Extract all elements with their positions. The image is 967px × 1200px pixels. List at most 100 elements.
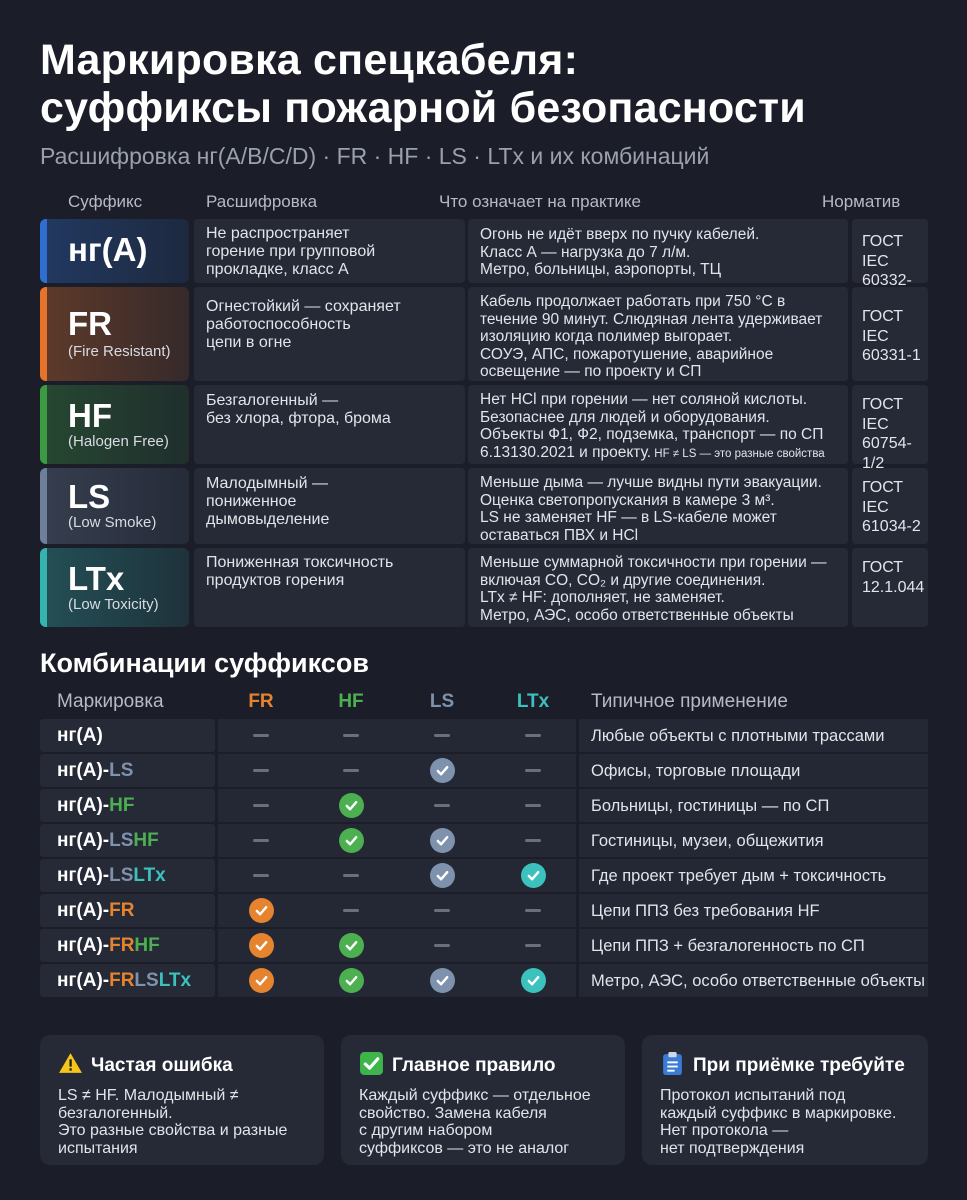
property-cells <box>218 929 576 962</box>
suffix-code: LTx <box>68 560 125 597</box>
color-bar <box>40 468 47 544</box>
marking-label: нг(A)-HF <box>57 795 135 816</box>
application-cell: Гостиницы, музеи, общежития <box>579 824 928 857</box>
dash-icon <box>525 944 541 947</box>
clipboard-icon <box>663 1052 682 1075</box>
suffix-cell: LS (Low Smoke) <box>40 468 189 544</box>
header-decoding: Расшифровка <box>206 192 318 211</box>
marking-cell: нг(A)-LSLTx <box>40 859 215 892</box>
practice-cell: Нет HCl при горении — нет соляной кислот… <box>468 385 848 464</box>
marking-cell: нг(A) <box>40 719 215 752</box>
practice-cell: Огонь не идёт вверх по пучку кабелей. Кла… <box>468 219 848 283</box>
card-main-rule: Главное правило Каждый суффикс — отдельн… <box>341 1035 625 1165</box>
combination-row: нг(A)-LSHF Гостиницы, музеи, общежития <box>40 824 928 857</box>
property-cells <box>218 859 576 892</box>
check-icon <box>249 898 274 923</box>
suffix-row: HF (Halogen Free) Безгалогенный — без хлора… <box>40 385 928 472</box>
decoding-cell: Безгалогенный — без хлора, фтора, брома <box>194 385 465 464</box>
dash-icon <box>525 839 541 842</box>
dash-icon <box>434 734 450 737</box>
combinations-title: Комбинации суффиксов <box>40 648 369 678</box>
check-icon <box>339 933 364 958</box>
suffix-row: LS (Low Smoke) Малодымный — пониженное дымов… <box>40 468 928 544</box>
combination-row: нг(A)-LS Офисы, торговые площади <box>40 754 928 787</box>
property-cells <box>218 754 576 787</box>
marking-label: нг(A)-FRLSLTx <box>57 970 192 991</box>
header-ltx: LTx <box>516 691 550 712</box>
application-cell: Любые объекты с плотными трассами <box>579 719 928 752</box>
combination-row: нг(A)-LSLTx Где проект требует дым + токс… <box>40 859 928 892</box>
header-standard: Норматив <box>822 192 901 211</box>
header-fr: FR <box>248 691 274 712</box>
dash-icon <box>343 734 359 737</box>
practice-cell: Меньше суммарной токсичности при горении… <box>468 548 848 627</box>
suffix-code: HF <box>68 397 112 434</box>
page-subtitle: Расшифровка нг(A/B/C/D) · FR · HF · LS ·… <box>40 143 710 169</box>
property-cells <box>218 894 576 927</box>
application-cell: Метро, АЭС, особо ответственные объекты <box>579 964 928 997</box>
header-practice: Что означает на практике <box>439 192 642 211</box>
suffix-row: LTx (Low Toxicity) Пониженная токсичность п… <box>40 548 928 627</box>
marking-cell: нг(A)-FR <box>40 894 215 927</box>
header: Маркировка спецкабеля: суффиксы пожарной… <box>40 36 930 170</box>
color-bar <box>40 219 47 283</box>
dash-icon <box>434 909 450 912</box>
check-icon <box>430 828 455 853</box>
property-cells <box>218 964 576 997</box>
dash-icon <box>343 909 359 912</box>
dash-icon <box>253 769 269 772</box>
standard-cell: ГОСТ IEC 60754-1/2 <box>852 385 928 472</box>
suffix-cell: HF (Halogen Free) <box>40 385 189 464</box>
suffix-table-header: Суффикс Расшифровка Что означает на прак… <box>40 190 930 214</box>
color-bar <box>40 287 47 381</box>
dash-icon <box>525 734 541 737</box>
header-suffix: Суффикс <box>68 192 143 211</box>
dash-icon <box>253 734 269 737</box>
page-title: Маркировка спецкабеля: суффиксы пожарной… <box>40 36 806 132</box>
suffix-code: нг(A) <box>68 231 148 268</box>
check-box-icon <box>360 1052 383 1075</box>
marking-label: нг(A)-FRHF <box>57 935 160 956</box>
check-icon <box>430 758 455 783</box>
marking-label: нг(A) <box>57 725 103 746</box>
card-acceptance: При приёмке требуйте Протокол испытаний … <box>642 1035 928 1165</box>
suffix-full-name: (Low Toxicity) <box>68 596 159 613</box>
card-text: Протокол испытаний под каждый суффикс в … <box>660 1087 897 1157</box>
suffix-cell: LTx (Low Toxicity) <box>40 548 189 627</box>
property-cells <box>218 824 576 857</box>
dash-icon <box>434 804 450 807</box>
practice-cell: Меньше дыма — лучше видны пути эвакуации… <box>468 468 848 544</box>
dash-icon <box>525 804 541 807</box>
dash-icon <box>343 769 359 772</box>
dash-icon <box>525 909 541 912</box>
header-marking: Маркировка <box>57 691 164 712</box>
marking-cell: нг(A)-FRLSLTx <box>40 964 215 997</box>
application-cell: Где проект требует дым + токсичность <box>579 859 928 892</box>
standard-cell: ГОСТ 12.1.044 <box>852 548 928 627</box>
check-icon <box>521 863 546 888</box>
marking-label: нг(A)-FR <box>57 900 135 921</box>
color-bar <box>40 385 47 464</box>
application-cell: Цепи ППЗ + безгалогенность по СП <box>579 929 928 962</box>
check-icon <box>339 968 364 993</box>
suffix-cell: нг(A) <box>40 219 189 283</box>
property-cells <box>218 789 576 822</box>
property-cells <box>218 719 576 752</box>
marking-label: нг(A)-LSLTx <box>57 865 166 886</box>
application-cell: Офисы, торговые площади <box>579 754 928 787</box>
dash-icon <box>343 874 359 877</box>
check-icon <box>249 968 274 993</box>
check-icon <box>521 968 546 993</box>
suffix-code: LS <box>68 478 111 515</box>
marking-cell: нг(A)-LSHF <box>40 824 215 857</box>
combination-row: нг(A)-FRLSLTx Метро, АЭС, особо ответстве… <box>40 964 928 997</box>
marking-label: нг(A)-LS <box>57 760 134 781</box>
combination-row: нг(A) Любые объекты с плотными трассами <box>40 719 928 752</box>
dash-icon <box>253 839 269 842</box>
combinations-header: Маркировка FR HF LS LTx Типичное примене… <box>40 688 930 716</box>
decoding-cell: Пониженная токсичность продуктов горения <box>194 548 465 627</box>
suffix-cell: FR (Fire Resistant) <box>40 287 189 381</box>
decoding-cell: Не распространяет горение при групповой пр… <box>194 219 465 283</box>
suffix-full-name: (Fire Resistant) <box>68 343 171 360</box>
